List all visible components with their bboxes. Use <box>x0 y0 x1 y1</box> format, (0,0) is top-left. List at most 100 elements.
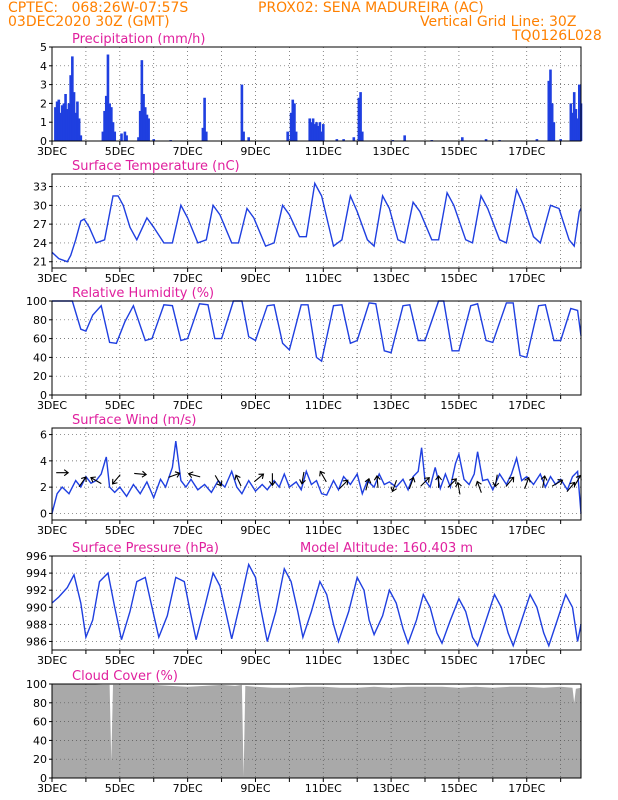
precip-bar <box>242 131 245 141</box>
precip-bar <box>240 84 244 141</box>
x-tick-label: 13DEC <box>373 782 410 795</box>
precip-bar <box>120 133 123 141</box>
y-tick-label: 80 <box>33 314 47 327</box>
precip-bar <box>572 92 576 141</box>
precip-bar <box>286 131 289 141</box>
header-station: PROX02: SENA MADUREIRA (AC) <box>258 0 484 16</box>
precip-bar <box>547 80 551 141</box>
precip-bar <box>578 84 581 141</box>
precip-bar <box>65 109 69 141</box>
precip-bar <box>321 124 325 141</box>
y-tick-label: 60 <box>33 716 47 729</box>
y-tick-label: 2 <box>40 481 47 494</box>
precip-bar <box>550 103 554 141</box>
y-tick-label: 0 <box>40 389 47 402</box>
y-tick-label: 24 <box>33 237 47 250</box>
precip-bar <box>55 101 59 141</box>
wind-arrow <box>566 481 576 493</box>
precip-bar <box>318 122 322 141</box>
x-tick-label: 7DEC <box>173 654 203 667</box>
x-tick-label: 9DEC <box>240 654 270 667</box>
precip-bar <box>310 122 313 141</box>
wind-arrow <box>524 476 531 490</box>
y-tick-label: 40 <box>33 734 47 747</box>
x-tick-label: 7DEC <box>173 524 203 537</box>
wind-arrow <box>338 479 349 490</box>
precip-bar <box>360 131 364 141</box>
y-tick-label: 100 <box>26 678 47 691</box>
precip-bar <box>72 92 76 141</box>
y-tick-label: 4 <box>40 455 47 468</box>
precip-bar <box>294 131 298 141</box>
precip-bar <box>203 97 206 141</box>
panel-title: Relative Humidity (%) <box>72 286 214 301</box>
x-tick-label: 7DEC <box>173 145 203 158</box>
precip-bar <box>461 137 464 141</box>
x-tick-label: 7DEC <box>173 272 203 285</box>
precip-bar <box>62 103 66 141</box>
y-tick-label: 990 <box>26 601 47 614</box>
precip-bar <box>291 99 295 141</box>
precip-bar <box>315 122 318 141</box>
wind-arrow <box>234 474 242 487</box>
wind-arrow <box>168 471 181 478</box>
x-tick-label: 17DEC <box>508 524 545 537</box>
x-tick-label: 7DEC <box>173 399 203 412</box>
y-tick-label: 27 <box>33 218 47 231</box>
precip-bar <box>103 110 106 141</box>
precip-bar <box>357 97 361 141</box>
wind-arrow <box>214 475 223 487</box>
wind-arrow <box>319 470 327 483</box>
precip-bar <box>110 107 113 141</box>
x-tick-label: 3DEC <box>37 272 67 285</box>
y-tick-label: 994 <box>26 567 47 580</box>
x-tick-label: 5DEC <box>105 399 135 412</box>
x-tick-label: 7DEC <box>173 782 203 795</box>
x-tick-label: 9DEC <box>240 782 270 795</box>
precip-bar <box>335 139 339 141</box>
precip-bar <box>313 124 317 141</box>
y-tick-label: 996 <box>26 550 47 563</box>
precip-bar <box>576 118 579 141</box>
y-tick-label: 3 <box>40 79 47 92</box>
precip-bar <box>359 92 362 141</box>
wind-arrow <box>90 476 102 485</box>
panel-title: Surface Wind (m/s) <box>72 413 196 428</box>
precip-bar <box>342 139 345 141</box>
wind-arrow <box>492 474 500 488</box>
x-tick-label: 17DEC <box>508 782 545 795</box>
y-tick-label: 0 <box>40 772 47 785</box>
wind-arrow <box>187 471 201 479</box>
y-tick-label: 100 <box>26 295 47 308</box>
x-tick-label: 15DEC <box>440 524 477 537</box>
panel-frame <box>51 173 582 269</box>
precip-bar <box>140 60 144 141</box>
precip-bar <box>71 56 74 141</box>
precip-bar <box>137 137 140 141</box>
cloud-cover-area <box>52 684 581 778</box>
wind-arrow <box>505 476 515 487</box>
wind-arrow <box>253 473 265 483</box>
wind-arrow <box>299 471 306 485</box>
x-tick-label: 13DEC <box>373 272 410 285</box>
header-model: TQ0126L028 <box>512 28 602 44</box>
precip-bar <box>76 101 79 141</box>
x-tick-label: 11DEC <box>305 782 342 795</box>
x-tick-label: 3DEC <box>37 524 67 537</box>
x-tick-label: 11DEC <box>305 654 342 667</box>
precip-bar <box>125 135 128 141</box>
wind-arrow <box>455 481 462 495</box>
precip-bar <box>123 131 127 141</box>
precip-bar <box>549 69 552 141</box>
panel-frame <box>51 427 582 521</box>
x-tick-label: 3DEC <box>37 782 67 795</box>
panel-frame <box>51 683 582 779</box>
wind-arrow <box>408 476 416 490</box>
x-tick-label: 11DEC <box>305 524 342 537</box>
y-tick-label: 4 <box>40 60 47 73</box>
header-grid-line: Vertical Grid Line: 30Z <box>420 14 577 30</box>
panel-title: Surface Temperature (nC) <box>72 159 240 174</box>
precip-bar <box>311 118 315 141</box>
precip-bar <box>289 112 293 141</box>
